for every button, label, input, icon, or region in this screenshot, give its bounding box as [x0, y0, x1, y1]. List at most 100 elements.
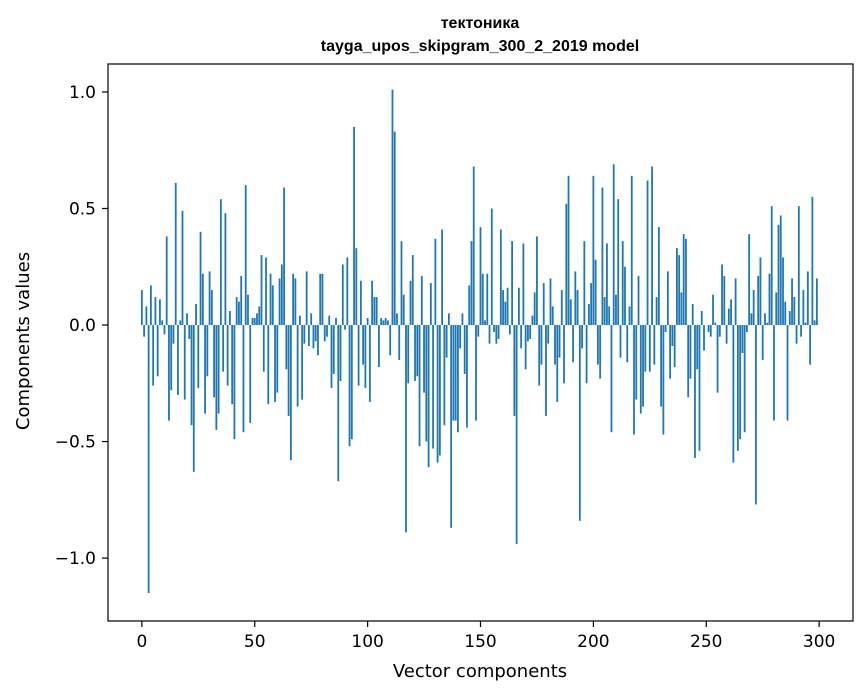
bar: [240, 276, 243, 326]
bar: [400, 241, 403, 326]
bar: [337, 325, 340, 482]
x-tick-label: 150: [464, 632, 496, 652]
bar: [522, 243, 525, 326]
bar: [594, 259, 597, 326]
bar: [484, 320, 486, 326]
bar: [680, 292, 683, 326]
bar: [648, 325, 651, 372]
bar: [405, 325, 407, 533]
bar: [689, 325, 692, 379]
bar: [229, 311, 231, 326]
bar: [639, 325, 642, 414]
bar: [644, 325, 647, 372]
bar: [344, 325, 346, 330]
bar: [423, 325, 425, 393]
bar: [669, 325, 672, 379]
bar: [353, 126, 355, 326]
bar: [549, 278, 552, 326]
bar: [378, 325, 380, 367]
bar: [666, 271, 669, 326]
bar: [694, 325, 696, 458]
y-tick-label: −1.0: [55, 549, 96, 569]
bar: [581, 325, 583, 349]
bar: [764, 313, 766, 326]
bar: [700, 311, 703, 326]
bar: [599, 325, 602, 379]
bar: [788, 311, 791, 326]
bar: [172, 325, 175, 344]
bar: [709, 325, 712, 337]
bar: [732, 325, 735, 463]
bar: [662, 325, 665, 435]
bar: [427, 325, 430, 468]
bar: [190, 325, 193, 426]
bar: [393, 131, 396, 326]
bar: [784, 301, 787, 326]
bar: [626, 325, 629, 363]
bar: [723, 276, 726, 326]
bar: [382, 320, 385, 326]
bar: [301, 325, 304, 400]
bar: [653, 325, 656, 365]
bar: [497, 325, 500, 340]
bar: [298, 315, 301, 326]
bar: [348, 325, 351, 447]
bar: [793, 297, 796, 326]
bar: [752, 290, 755, 326]
bar: [287, 325, 290, 416]
bar: [468, 285, 471, 326]
bar: [321, 273, 324, 326]
bar: [545, 325, 547, 416]
bar: [396, 313, 398, 326]
bar: [531, 315, 534, 326]
bar: [741, 325, 744, 353]
bar: [635, 325, 638, 400]
bar: [355, 248, 358, 326]
bar: [183, 325, 186, 400]
bar: [782, 257, 784, 326]
x-tick-label: 200: [577, 632, 609, 652]
bar: [513, 325, 516, 416]
y-tick-label: −0.5: [55, 433, 96, 453]
bar: [330, 325, 333, 388]
bar: [159, 299, 161, 326]
bar: [786, 325, 789, 421]
bar: [572, 325, 574, 363]
bar: [527, 325, 529, 342]
bar: [646, 180, 649, 326]
bar: [691, 304, 694, 326]
bar: [276, 325, 279, 393]
plot-frame: [107, 63, 854, 622]
bar: [373, 297, 376, 326]
bar: [554, 325, 556, 365]
bar: [479, 227, 482, 326]
bar: [721, 264, 723, 326]
bar: [219, 199, 222, 326]
bar: [326, 325, 328, 337]
bar: [779, 215, 782, 326]
bar: [736, 325, 739, 451]
bar: [718, 325, 721, 337]
bar: [323, 325, 326, 342]
bar: [289, 325, 292, 461]
bar: [671, 325, 674, 346]
y-axis-label: Components values: [13, 252, 34, 430]
bar: [608, 306, 611, 326]
bar: [339, 325, 342, 381]
bar: [332, 325, 335, 374]
bar: [569, 299, 572, 326]
bar: [161, 320, 164, 326]
y-tick-label: 0.0: [69, 316, 96, 336]
bar: [673, 325, 676, 367]
bar: [247, 294, 249, 326]
bar: [612, 164, 615, 326]
bar: [617, 199, 620, 326]
bar: [725, 325, 728, 344]
bar: [592, 175, 595, 326]
bar: [258, 306, 261, 326]
bar: [235, 297, 238, 326]
bar: [420, 276, 423, 326]
bar: [251, 318, 254, 326]
bar: [511, 241, 514, 326]
